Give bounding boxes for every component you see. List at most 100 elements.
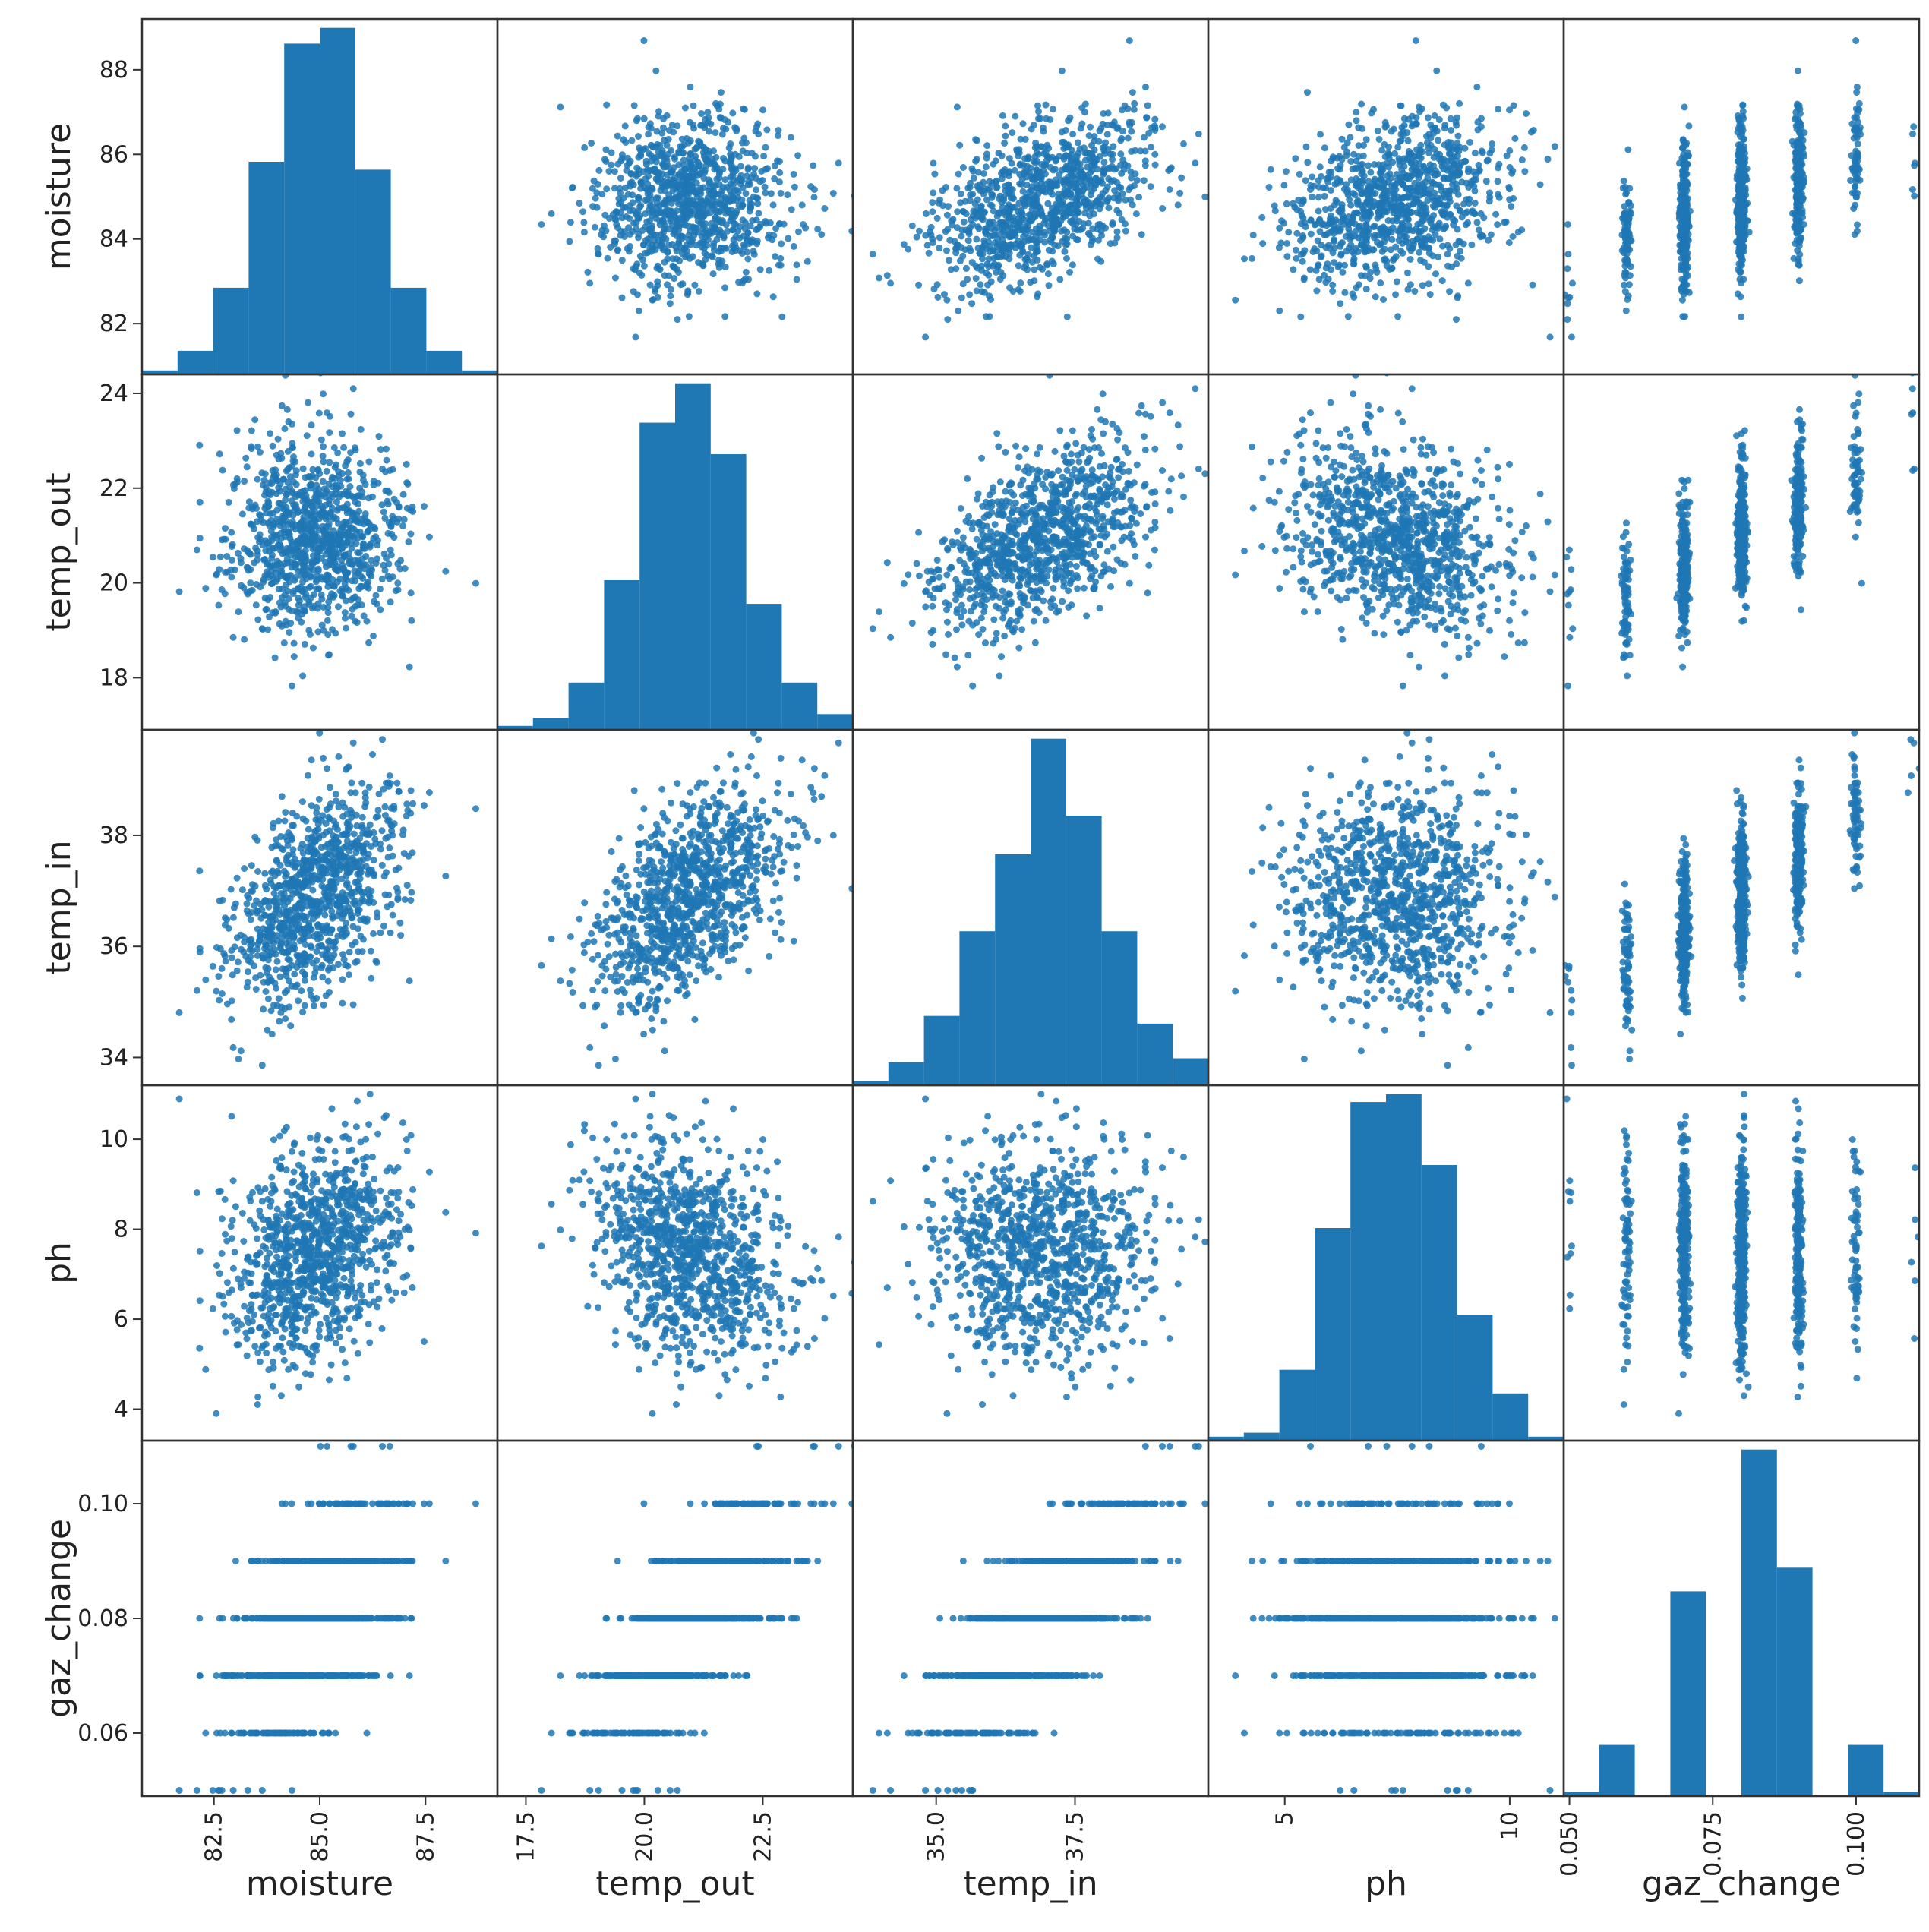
scatter-point <box>771 175 778 182</box>
scatter-point <box>1035 115 1042 122</box>
scatter-point <box>1115 197 1122 204</box>
scatter-point <box>755 210 762 217</box>
scatter-point <box>1678 226 1685 234</box>
scatter-point <box>655 148 662 156</box>
scatter-point <box>1044 270 1052 278</box>
scatter-point <box>1627 263 1634 270</box>
scatter-point <box>1093 156 1100 163</box>
scatter-point <box>915 281 923 289</box>
scatter-point <box>981 240 989 247</box>
scatter-point <box>1290 266 1297 273</box>
scatter-point <box>753 216 760 224</box>
scatter-point <box>999 112 1006 119</box>
scatter-point <box>654 293 661 301</box>
scatter-point <box>1302 143 1310 150</box>
scatter-point <box>276 546 284 554</box>
scatter-point <box>721 176 729 184</box>
scatter-point <box>603 185 611 193</box>
scatter-point <box>1359 152 1367 159</box>
scatter-point <box>333 554 340 561</box>
scatter-point <box>1471 200 1479 207</box>
scatter-point <box>1058 227 1066 235</box>
cell-moisture-vs-temp_out <box>496 17 854 376</box>
scatter-point <box>1201 193 1208 200</box>
scatter-point <box>1019 247 1027 254</box>
scatter-point <box>1122 227 1129 235</box>
scatter-point <box>1454 226 1461 233</box>
scatter-point <box>1358 100 1365 108</box>
scatter-point <box>1738 182 1745 190</box>
scatter-point <box>930 159 937 167</box>
scatter-point <box>1429 178 1436 186</box>
scatter-point <box>994 263 1002 270</box>
scatter-point <box>795 228 802 235</box>
scatter-point <box>962 226 970 234</box>
scatter-point <box>254 548 261 554</box>
scatter-point <box>1425 149 1433 156</box>
hist-bar <box>284 43 320 374</box>
scatter-point <box>687 84 694 91</box>
scatter-point <box>1062 192 1070 200</box>
scatter-point <box>696 161 703 169</box>
scatter-point <box>1369 204 1376 210</box>
scatter-point <box>1848 120 1856 128</box>
scatter-point <box>1420 212 1428 219</box>
scatter-point <box>664 248 671 256</box>
scatter-point <box>1739 127 1747 134</box>
scatter-point <box>1075 209 1082 216</box>
scatter-point <box>740 105 747 112</box>
scatter-point <box>703 242 711 249</box>
scatter-point <box>580 229 588 236</box>
scatter-point <box>618 151 626 159</box>
scatter-point <box>325 538 333 545</box>
scatter-point <box>1061 248 1069 255</box>
scatter-point <box>633 263 640 270</box>
scatter-point <box>355 500 361 507</box>
scatter-point <box>1436 150 1444 158</box>
scatter-point <box>1389 159 1397 166</box>
scatter-point <box>1853 89 1861 96</box>
scatter-point <box>675 191 683 198</box>
scatter-point <box>1049 106 1056 113</box>
scatter-point <box>1431 189 1438 197</box>
scatter-point <box>1353 109 1360 116</box>
scatter-point <box>1299 214 1307 222</box>
scatter-point <box>1398 124 1406 131</box>
scatter-point <box>352 540 360 548</box>
scatter-point <box>659 124 667 131</box>
scatter-point <box>627 157 634 165</box>
scatter-point <box>322 494 330 501</box>
scatter-point <box>1011 204 1018 211</box>
scatter-point <box>387 598 394 606</box>
scatter-point <box>602 158 610 165</box>
scatter-point <box>1625 281 1633 289</box>
scatter-point <box>916 227 923 235</box>
scatter-point <box>985 263 993 270</box>
scatter-point <box>1389 224 1397 232</box>
scatter-point <box>283 491 290 497</box>
scatter-point <box>1392 186 1400 193</box>
scatter-point <box>1100 159 1108 166</box>
scatter-point <box>1495 164 1502 172</box>
scatter-point <box>1362 136 1370 144</box>
scatter-point <box>267 516 275 524</box>
scatter-point <box>568 185 576 192</box>
scatter-point <box>380 561 387 569</box>
scatter-point <box>760 153 768 160</box>
scatter-point <box>283 555 291 563</box>
scatter-point <box>1795 261 1803 269</box>
scatter-point <box>1416 228 1423 235</box>
scatter-point <box>241 545 248 553</box>
scatter-point <box>1505 239 1513 246</box>
scatter-point <box>933 281 941 289</box>
scatter-point <box>1430 223 1437 231</box>
scatter-point <box>1792 176 1800 184</box>
scatter-point <box>320 458 327 466</box>
scatter-point <box>1159 123 1166 131</box>
scatter-point <box>1021 202 1028 210</box>
scatter-point <box>677 281 684 289</box>
scatter-point <box>633 164 641 172</box>
scatter-point <box>1361 201 1369 209</box>
scatter-point <box>1071 201 1078 209</box>
scatter-point <box>943 247 950 254</box>
